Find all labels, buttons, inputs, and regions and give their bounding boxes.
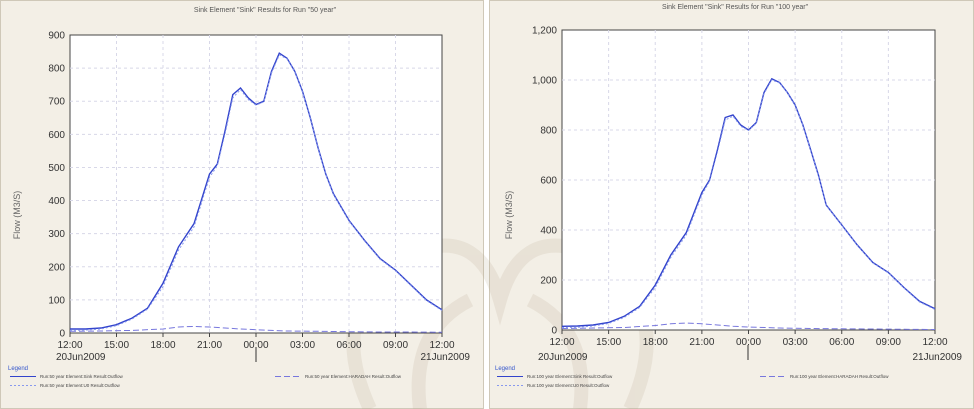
y-tick-label: 600 [48,130,65,141]
y-axis-label: Flow (M3/S) [12,191,22,240]
y-tick-label: 200 [48,262,65,273]
chart-title: Sink Element "Sink" Results for Run "100… [662,4,809,11]
y-tick-label: 0 [59,329,65,340]
grid [562,30,935,330]
y-tick-label: 700 [48,97,65,108]
series-line-0 [70,52,443,330]
series-line-1 [69,325,443,333]
y-tick-label: 1,000 [532,76,557,87]
x-tick-label: 12:00 [57,340,82,351]
series-lines [69,52,443,333]
x-tick-label: 09:00 [876,337,901,348]
x-tick-label: 03:00 [290,340,315,351]
x-tick-label: 09:00 [383,340,408,351]
start-date-label: 20Jun2009 [538,352,588,363]
series-line-2 [561,79,936,328]
legend-entry: Run:100 year Element:HARADAH Result:Outf… [790,374,889,379]
x-tick-label: 18:00 [150,340,175,351]
end-date-label: 21Jun2009 [421,352,471,363]
legend-title: Legend [495,366,515,372]
x-tick-label: 21:00 [197,340,222,351]
x-tick-label: 21:00 [689,337,714,348]
series-line-1 [561,322,936,330]
legend-entry: Run:50 year Element:Sink Result:Outflow [40,374,124,379]
x-tick-label: 00:00 [243,340,268,351]
x-tick-label: 06:00 [829,337,854,348]
x-tick-label: 00:00 [736,337,761,348]
legend-entry: Run:100 year Element:Sink Result:Outflow [527,374,613,379]
chart-title: Sink Element "Sink" Results for Run "50 … [194,7,337,14]
panel-divider [484,0,489,409]
y-tick-label: 400 [48,196,65,207]
x-tick-label: 18:00 [643,337,668,348]
y-tick-label: 800 [540,126,557,137]
y-tick-label: 500 [48,163,65,174]
y-tick-label: 100 [48,295,65,306]
x-tick-label: 12:00 [549,337,574,348]
y-tick-label: 400 [540,226,557,237]
x-tick-label: 12:00 [922,337,947,348]
legend-entry: Run:50 year Element:U0 Result:Outflow [40,383,121,388]
end-date-label: 21Jun2009 [913,352,963,363]
start-date-label: 20Jun2009 [56,352,106,363]
series-lines [561,77,936,330]
y-tick-label: 800 [48,64,65,75]
y-axis-label: Flow (M3/S) [504,191,514,240]
y-tick-label: 0 [551,326,557,337]
x-tick-label: 06:00 [336,340,361,351]
legend-title: Legend [8,366,28,372]
axis-ticks: 0 200 400 600 800 1,000 1,200 12:00 15:00 18:00 21… [532,26,948,349]
axis-ticks: 0 100 200 300 400 500 600 700 800 900 12:00 15:00 18… [48,31,455,352]
x-tick-label: 12:00 [429,340,454,351]
y-tick-label: 200 [540,276,557,287]
y-tick-label: 1,200 [532,26,557,37]
legend: Legend Run:50 year Element:Sink Result:Ou… [8,366,402,388]
chart-50-year: Sink Element "Sink" Results for Run "50 … [8,7,470,388]
legend-entry: Run:50 year Element:HARADAH Result:Outfl… [305,374,402,379]
x-tick-label: 15:00 [104,340,129,351]
series-line-0 [561,77,936,327]
legend: Legend Run:100 year Element:Sink Result:O… [495,366,889,388]
x-tick-label: 03:00 [783,337,808,348]
series-line-2 [69,54,443,331]
x-tick-label: 15:00 [596,337,621,348]
legend-entry: Run:100 year Element:U0 Result:Outflow [527,383,610,388]
y-tick-label: 300 [48,229,65,240]
y-tick-label: 900 [48,31,65,42]
chart-100-year: Sink Element "Sink" Results for Run "100… [495,4,962,388]
y-tick-label: 600 [540,176,557,187]
